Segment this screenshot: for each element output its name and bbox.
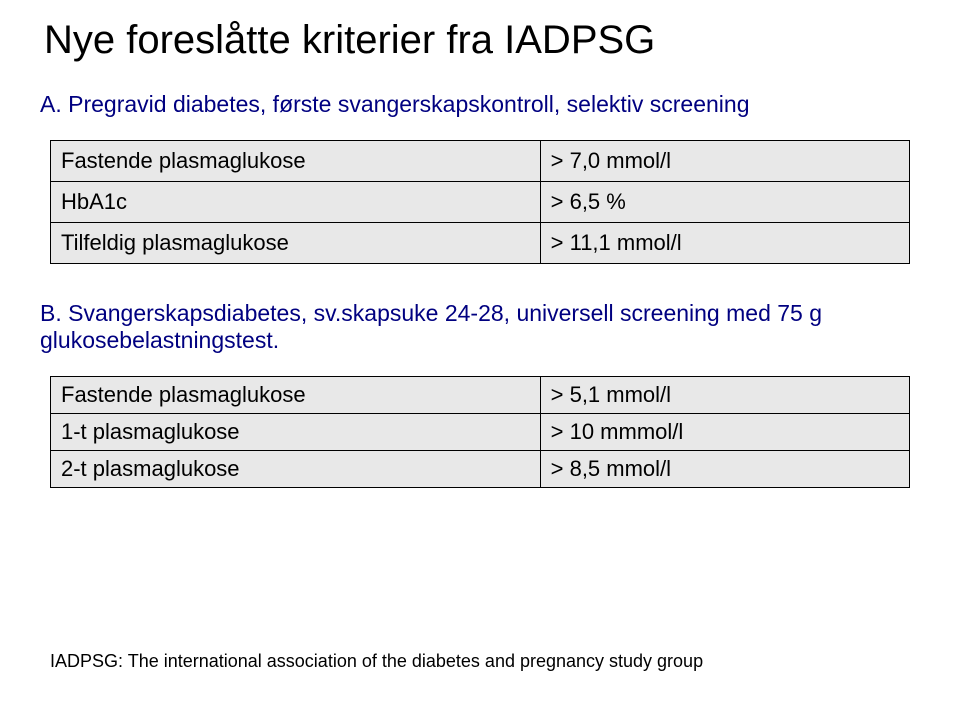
table-a: Fastende plasmaglukose > 7,0 mmol/l HbA1… bbox=[50, 140, 910, 264]
table-row: Fastende plasmaglukose > 5,1 mmol/l bbox=[51, 377, 910, 414]
table-row: Fastende plasmaglukose > 7,0 mmol/l bbox=[51, 141, 910, 182]
cell-label: Tilfeldig plasmaglukose bbox=[51, 223, 541, 264]
cell-value: > 10 mmmol/l bbox=[540, 414, 909, 451]
cell-label: 1-t plasmaglukose bbox=[51, 414, 541, 451]
table-row: 2-t plasmaglukose > 8,5 mmol/l bbox=[51, 451, 910, 488]
page-title: Nye foreslåtte kriterier fra IADPSG bbox=[44, 18, 910, 63]
cell-label: Fastende plasmaglukose bbox=[51, 141, 541, 182]
cell-value: > 11,1 mmol/l bbox=[540, 223, 909, 264]
table-b: Fastende plasmaglukose > 5,1 mmol/l 1-t … bbox=[50, 376, 910, 488]
table-row: HbA1c > 6,5 % bbox=[51, 182, 910, 223]
footer-text: IADPSG: The international association of… bbox=[50, 651, 703, 672]
table-row: 1-t plasmaglukose > 10 mmmol/l bbox=[51, 414, 910, 451]
section-b-heading: B. Svangerskapsdiabetes, sv.skapsuke 24-… bbox=[40, 300, 910, 354]
table-row: Tilfeldig plasmaglukose > 11,1 mmol/l bbox=[51, 223, 910, 264]
cell-value: > 8,5 mmol/l bbox=[540, 451, 909, 488]
cell-value: > 7,0 mmol/l bbox=[540, 141, 909, 182]
cell-value: > 5,1 mmol/l bbox=[540, 377, 909, 414]
cell-value: > 6,5 % bbox=[540, 182, 909, 223]
section-a-heading: A. Pregravid diabetes, første svangerska… bbox=[40, 91, 910, 118]
cell-label: Fastende plasmaglukose bbox=[51, 377, 541, 414]
cell-label: HbA1c bbox=[51, 182, 541, 223]
cell-label: 2-t plasmaglukose bbox=[51, 451, 541, 488]
